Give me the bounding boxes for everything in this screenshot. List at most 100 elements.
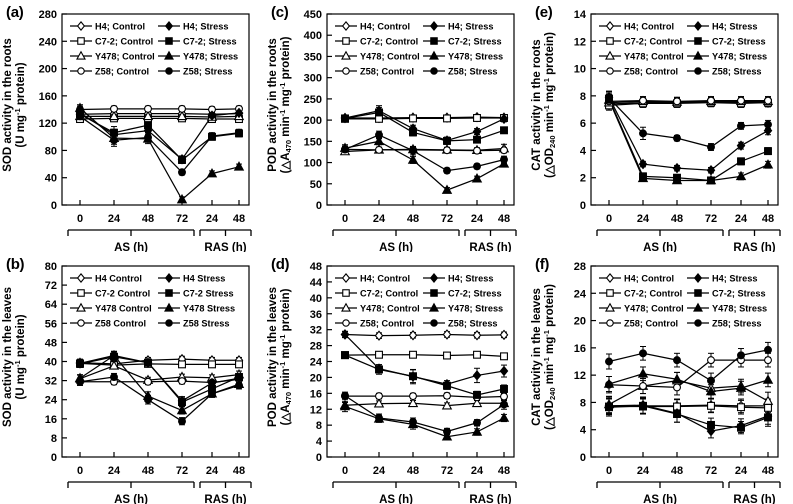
svg-text:72: 72 <box>705 465 717 477</box>
plot-area-e: H4; Control H4; Stress C7-2; Control C7-2; … <box>574 9 781 252</box>
svg-text:4: 4 <box>580 425 587 437</box>
panel-label-f: (f) <box>535 256 550 273</box>
svg-text:24: 24 <box>574 288 587 300</box>
svg-text:8: 8 <box>580 397 586 409</box>
svg-text:H4 Control: H4 Control <box>95 273 142 283</box>
svg-text:C7-2; Control: C7-2; Control <box>624 288 682 298</box>
svg-text:H4; Stress: H4; Stress <box>712 21 757 31</box>
svg-text:56: 56 <box>45 318 57 330</box>
svg-text:H4; Control: H4; Control <box>360 273 410 283</box>
svg-text:16: 16 <box>310 388 322 400</box>
svg-text:64: 64 <box>45 299 58 311</box>
svg-text:Y478; Stress: Y478; Stress <box>183 51 238 61</box>
svg-text:AS (h): AS (h) <box>643 242 677 252</box>
svg-text:48: 48 <box>762 213 774 225</box>
plot-area-b: H4 Control H4 Stress C7-2 Control C7-2 Stre… <box>45 261 252 504</box>
panel-label-e: (e) <box>535 4 553 21</box>
svg-text:RAS (h): RAS (h) <box>469 242 511 252</box>
svg-text:RAS (h): RAS (h) <box>204 494 246 504</box>
svg-text:H4; Control: H4; Control <box>624 21 674 31</box>
svg-text:24: 24 <box>206 465 219 477</box>
svg-text:C7-2; Stress: C7-2; Stress <box>712 36 766 46</box>
svg-text:120: 120 <box>39 118 57 130</box>
panel-label-d: (d) <box>271 256 290 273</box>
panel-label-a: (a) <box>6 4 24 21</box>
panel-c: (c) POD activity in the roots (△A470 min-1… <box>265 0 529 252</box>
svg-text:48: 48 <box>498 465 510 477</box>
svg-text:0: 0 <box>606 465 612 477</box>
svg-text:H4; Stress: H4; Stress <box>448 273 493 283</box>
svg-text:80: 80 <box>45 145 57 157</box>
svg-text:72: 72 <box>176 213 188 225</box>
svg-text:C7-2; Stress: C7-2; Stress <box>183 36 237 46</box>
svg-text:0: 0 <box>77 213 83 225</box>
svg-text:24: 24 <box>735 213 748 225</box>
svg-text:6: 6 <box>580 118 586 130</box>
svg-text:48: 48 <box>671 213 683 225</box>
svg-text:24: 24 <box>637 465 650 477</box>
svg-text:12: 12 <box>574 36 586 48</box>
svg-text:40: 40 <box>45 357 57 369</box>
svg-text:40: 40 <box>45 173 57 185</box>
svg-text:48: 48 <box>671 465 683 477</box>
svg-text:RAS (h): RAS (h) <box>733 242 775 252</box>
svg-text:Y478; Stress: Y478; Stress <box>448 303 503 313</box>
panel-label-b: (b) <box>6 256 25 273</box>
svg-text:28: 28 <box>310 341 322 353</box>
panel-b: (b) SOD activity in the leaves (U mg-1 pro… <box>0 252 264 504</box>
svg-text:Z58; Stress: Z58; Stress <box>183 66 233 76</box>
panel-a: (a) SOD activity in the roots (U mg-1 prot… <box>0 0 264 252</box>
svg-text:24: 24 <box>45 395 58 407</box>
svg-text:250: 250 <box>304 94 322 106</box>
svg-text:Y478; Stress: Y478; Stress <box>448 51 503 61</box>
svg-text:4: 4 <box>580 145 587 157</box>
svg-text:Z58 Stress: Z58 Stress <box>183 318 229 328</box>
svg-text:C7-2 Stress: C7-2 Stress <box>183 288 234 298</box>
svg-text:12: 12 <box>310 404 322 416</box>
svg-text:12: 12 <box>574 370 586 382</box>
svg-text:48: 48 <box>233 465 245 477</box>
svg-text:Y478; Control: Y478; Control <box>624 51 684 61</box>
svg-text:Z58 Control: Z58 Control <box>95 318 146 328</box>
svg-text:32: 32 <box>45 376 57 388</box>
svg-text:C7-2; Control: C7-2; Control <box>360 36 418 46</box>
svg-text:72: 72 <box>441 213 453 225</box>
plot-area-d: H4; Control H4; Stress C7-2; Control C7-2; … <box>310 261 517 504</box>
svg-text:0: 0 <box>342 465 348 477</box>
svg-text:AS (h): AS (h) <box>379 242 413 252</box>
svg-text:20: 20 <box>574 316 586 328</box>
svg-text:8: 8 <box>580 91 586 103</box>
svg-text:10: 10 <box>574 64 586 76</box>
svg-text:36: 36 <box>310 309 322 321</box>
svg-text:Z58; Stress: Z58; Stress <box>712 318 762 328</box>
panel-f: (f) CAT activity in the leaves (△OD240 min… <box>529 252 793 504</box>
svg-text:0: 0 <box>51 200 57 212</box>
svg-text:24: 24 <box>310 357 323 369</box>
svg-text:RAS (h): RAS (h) <box>469 494 511 504</box>
svg-text:24: 24 <box>637 213 650 225</box>
svg-text:200: 200 <box>304 115 322 127</box>
svg-text:H4; Stress: H4; Stress <box>712 273 757 283</box>
plot-area-c: H4; Control H4; Stress C7-2; Control C7-2; … <box>304 9 517 252</box>
svg-text:C7-2 Control: C7-2 Control <box>95 288 150 298</box>
svg-text:8: 8 <box>316 420 322 432</box>
svg-text:H4; Stress: H4; Stress <box>183 21 228 31</box>
svg-text:Y478 Stress: Y478 Stress <box>183 303 235 313</box>
svg-text:24: 24 <box>108 213 121 225</box>
svg-text:0: 0 <box>77 465 83 477</box>
svg-text:C7-2; Control: C7-2; Control <box>624 36 682 46</box>
svg-text:Z58; Stress: Z58; Stress <box>448 66 498 76</box>
svg-text:H4; Stress: H4; Stress <box>448 21 493 31</box>
svg-text:32: 32 <box>310 325 322 337</box>
svg-text:50: 50 <box>310 179 322 191</box>
svg-text:C7-2; Stress: C7-2; Stress <box>448 288 502 298</box>
svg-text:RAS (h): RAS (h) <box>733 494 775 504</box>
svg-text:H4 Stress: H4 Stress <box>183 273 225 283</box>
svg-text:AS (h): AS (h) <box>114 242 148 252</box>
svg-text:72: 72 <box>441 465 453 477</box>
svg-text:0: 0 <box>580 200 586 212</box>
svg-text:150: 150 <box>304 136 322 148</box>
svg-text:100: 100 <box>304 158 322 170</box>
plot-area-f: H4; Control H4; Stress C7-2; Control C7-2; … <box>574 261 781 504</box>
svg-text:H4; Control: H4; Control <box>624 273 674 283</box>
